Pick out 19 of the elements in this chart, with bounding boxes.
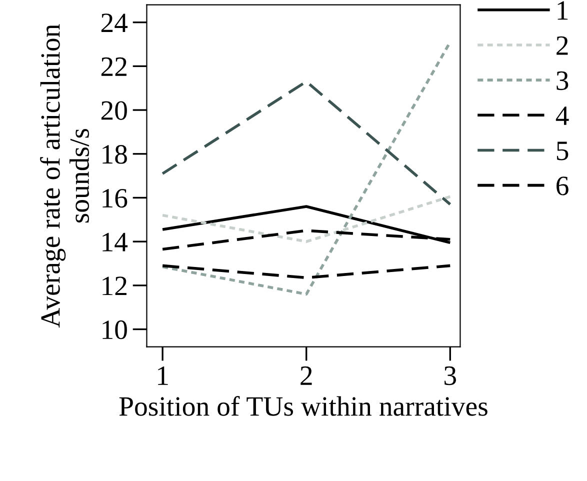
y-tick-label: 18 — [102, 145, 127, 164]
legend-label: 1 — [558, 1, 568, 20]
y-tick-label: 24 — [101, 14, 128, 32]
x-tick-label: 2 — [300, 366, 312, 385]
x-tick-label: 3 — [444, 366, 456, 386]
y-tick-label: 10 — [102, 320, 127, 340]
y-tick-label: 12 — [102, 276, 126, 296]
y-axis-title: Average rate of articulation sounds/s — [40, 24, 90, 328]
y-tick-label: 16 — [102, 188, 128, 208]
y-tick-label: 22 — [101, 57, 126, 76]
y-tick-label: 14 — [102, 232, 128, 252]
y-tick-label: 20 — [101, 101, 127, 120]
legend-label: 4 — [556, 106, 569, 125]
legend-label: 6 — [556, 176, 568, 196]
legend-label: 3 — [556, 71, 568, 90]
legend-label: 5 — [556, 142, 568, 160]
legend-label: 2 — [556, 36, 568, 55]
x-axis-title: Position of TUs within narratives — [119, 396, 488, 416]
x-tick-label: 1 — [158, 366, 168, 385]
